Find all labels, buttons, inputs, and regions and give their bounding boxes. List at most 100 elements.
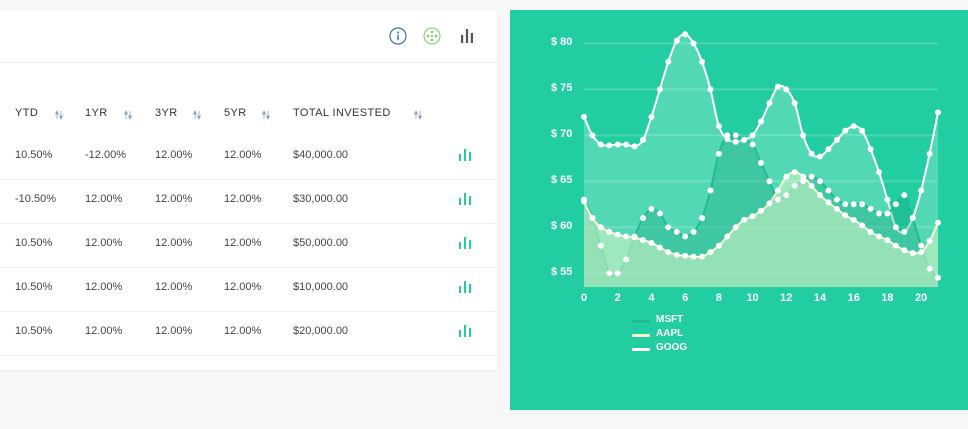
column-header-5yr[interactable]: 5YR [224,107,247,119]
table-row[interactable]: 10.50% 12.00% 12.00% 12.00% $50,000.00 [0,223,497,268]
row-chart-icon[interactable] [458,324,472,338]
data-point-aapl [766,200,773,207]
row-chart-icon[interactable] [458,192,472,206]
table-row[interactable]: 10.50% -12.00% 12.00% 12.00% $40,000.00 [0,135,497,180]
stock-area-chart [581,31,941,288]
bar-chart-icon[interactable] [457,26,477,46]
sort-icon[interactable] [414,110,422,120]
table-row[interactable]: 10.50% 12.00% 12.00% 12.00% $10,000.00 [0,267,497,312]
data-point-aapl [673,251,680,258]
data-point-msft [732,132,739,139]
data-point-goog [783,86,790,93]
data-point-aapl [926,238,933,245]
column-header-ytd[interactable]: YTD [15,107,39,119]
data-point-msft [783,192,790,199]
table-header: YTD 1YR 3YR 5YR TOTAL INVESTED [0,107,497,127]
data-point-aapl [648,239,655,246]
cell-total-invested: $50,000.00 [293,237,349,249]
cell-ytd: -10.50% [15,193,56,205]
sort-icon[interactable] [193,110,201,120]
data-point-msft [682,233,689,240]
data-point-msft [800,178,807,185]
y-tick-label: $ 60 [551,220,573,233]
row-chart-icon[interactable] [458,236,472,250]
data-point-aapl [867,228,874,235]
data-point-aapl [614,231,621,238]
cell-3yr: 12.00% [155,281,193,293]
row-chart-icon[interactable] [458,280,472,294]
data-point-goog [589,132,596,139]
data-point-goog [699,58,705,65]
x-tick-label: 2 [614,292,621,304]
cell-5yr: 12.00% [224,149,262,161]
cell-total-invested: $40,000.00 [293,149,349,161]
data-point-msft [833,196,840,203]
data-point-goog [850,123,857,130]
data-point-goog [749,132,756,139]
data-point-msft [859,201,866,208]
x-tick-label: 10 [746,292,759,304]
data-point-msft [884,210,891,217]
column-header-1yr[interactable]: 1YR [85,107,108,119]
x-tick-label: 18 [881,292,894,304]
data-point-goog [581,113,587,120]
sort-icon[interactable] [262,110,270,120]
data-point-goog [842,127,849,134]
x-tick-label: 14 [813,292,827,304]
data-point-msft [791,182,798,189]
cell-ytd: 10.50% [15,325,53,337]
x-tick-label: 0 [580,292,588,304]
data-point-goog [665,58,672,65]
data-point-msft [935,274,941,281]
cell-1yr: -12.00% [85,149,126,161]
data-point-aapl [581,198,587,205]
data-point-aapl [774,187,781,194]
data-point-aapl [640,237,646,244]
stock-chart-panel: $ 80 $ 75 $ 70 $ 65 $ 60 $ 55 0 2 4 6 8 10 12 14 16 18… [510,10,968,410]
data-point-msft [774,196,781,203]
info-icon[interactable] [388,26,408,46]
data-point-msft [648,205,655,212]
data-point-msft [817,178,823,185]
row-chart-icon[interactable] [458,148,472,162]
table-row[interactable]: 10.50% 12.00% 12.00% 12.00% $20,000.00 [0,311,497,356]
column-header-total-invested[interactable]: TOTAL INVESTED [293,107,391,119]
data-point-aapl [909,249,916,256]
data-point-aapl [833,205,840,212]
cell-1yr: 12.00% [85,281,123,293]
data-point-aapl [724,233,731,240]
data-point-msft [656,210,663,217]
data-point-msft [850,201,857,208]
data-point-msft [724,132,731,139]
data-point-goog [758,118,764,125]
data-point-aapl [682,252,689,259]
data-point-goog [791,100,798,107]
data-point-aapl [842,212,849,219]
data-point-goog [614,141,621,148]
data-point-msft [876,210,882,217]
legend-label: GOOG [656,342,688,353]
data-point-msft [825,187,832,194]
data-point-msft [690,228,697,235]
data-point-aapl [732,224,739,231]
data-point-goog [825,146,832,153]
column-header-3yr[interactable]: 3YR [155,107,178,119]
data-point-msft [758,159,764,166]
data-point-aapl [935,219,941,226]
data-point-goog [732,138,739,145]
cell-total-invested: $10,000.00 [293,281,349,293]
data-point-msft [909,215,916,222]
data-point-goog [631,143,638,150]
network-icon[interactable] [422,26,442,46]
sort-icon[interactable] [55,110,63,120]
x-tick-label: 8 [715,292,722,304]
cell-5yr: 12.00% [224,325,262,337]
cell-total-invested: $30,000.00 [293,193,349,205]
cell-5yr: 12.00% [224,281,262,293]
data-point-goog [833,136,840,143]
data-point-aapl [699,253,705,260]
sort-icon[interactable] [124,110,132,120]
cell-5yr: 12.00% [224,237,262,249]
data-point-msft [673,228,680,235]
table-row[interactable]: -10.50% 12.00% 12.00% 12.00% $30,000.00 [0,179,497,224]
